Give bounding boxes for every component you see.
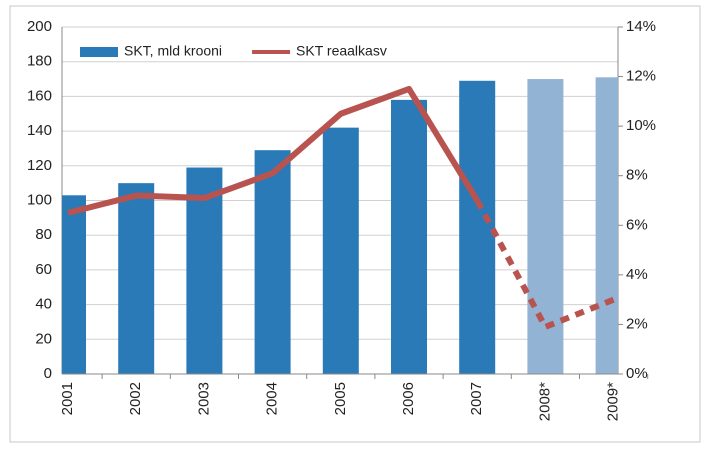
legend-label: SKT, mld krooni	[124, 43, 222, 59]
y2-tick-label: 4%	[626, 266, 648, 283]
bar	[62, 195, 86, 374]
y-tick-label: 180	[27, 53, 52, 70]
x-tick-label: 2002	[127, 382, 144, 415]
chart-frame	[9, 5, 701, 443]
y-tick-label: 140	[27, 122, 52, 139]
y-tick-label: 0	[44, 365, 52, 382]
x-tick-label: 2009*	[605, 382, 622, 421]
bar	[322, 127, 359, 374]
bar	[254, 150, 291, 374]
bar	[118, 183, 155, 374]
y2-tick-label: 2%	[626, 315, 648, 332]
y2-tick-label: 6%	[626, 216, 648, 233]
x-tick-label: 2004	[264, 382, 281, 415]
x-tick-label: 2006	[400, 382, 417, 415]
y-tick-label: 100	[27, 191, 52, 208]
y2-tick-label: 12%	[626, 68, 656, 85]
line-dashed	[474, 199, 615, 330]
y-tick-label: 160	[27, 87, 52, 104]
y2-tick-label: 14%	[626, 18, 656, 35]
y-tick-label: 200	[27, 18, 52, 35]
bar	[459, 80, 496, 374]
y-tick-label: 20	[35, 330, 52, 347]
line	[67, 85, 480, 216]
y2-tick-label: 10%	[626, 117, 656, 134]
plot-area	[62, 77, 618, 374]
bar	[527, 79, 564, 374]
bar	[391, 99, 427, 374]
y2-tick-label: 0%	[626, 365, 648, 382]
x-tick-label: 2003	[195, 382, 212, 415]
y-tick-label: 60	[35, 261, 52, 278]
legend-label: SKT reaalkasv	[296, 43, 387, 59]
y-tick-label: 120	[27, 157, 52, 174]
y-tick-label: 80	[35, 226, 52, 243]
bar	[186, 167, 223, 374]
x-tick-label: 2007	[468, 382, 485, 415]
x-tick-label: 2005	[332, 382, 349, 415]
x-tick-label: 2001	[59, 382, 76, 415]
x-tick-label: 2008*	[536, 382, 553, 421]
legend-swatch	[80, 47, 118, 57]
y2-tick-label: 8%	[626, 167, 648, 184]
y-tick-label: 40	[35, 296, 52, 313]
